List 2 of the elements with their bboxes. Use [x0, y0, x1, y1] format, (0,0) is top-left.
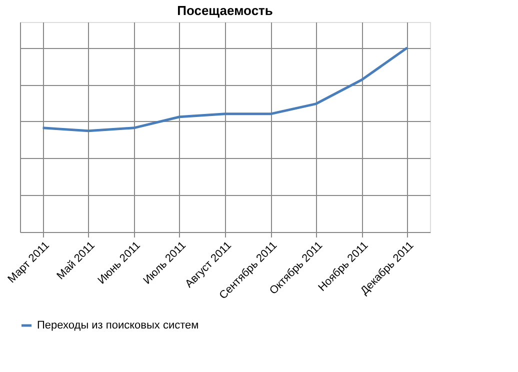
chart-title: Посещаемость [177, 3, 273, 18]
legend-label: Переходы из поисковых систем [37, 320, 199, 332]
